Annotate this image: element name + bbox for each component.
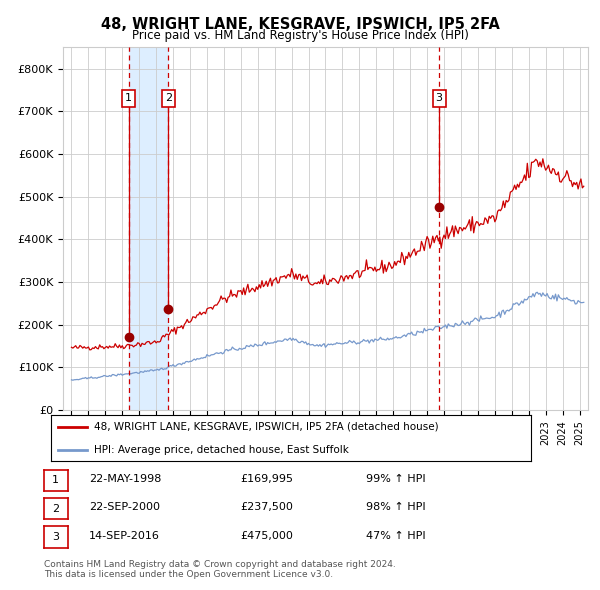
Text: 3: 3 <box>52 532 59 542</box>
Text: 48, WRIGHT LANE, KESGRAVE, IPSWICH, IP5 2FA: 48, WRIGHT LANE, KESGRAVE, IPSWICH, IP5 … <box>101 17 499 31</box>
Text: 47% ↑ HPI: 47% ↑ HPI <box>366 531 425 540</box>
Text: 22-SEP-2000: 22-SEP-2000 <box>89 503 160 512</box>
Text: 1: 1 <box>52 476 59 485</box>
Text: £475,000: £475,000 <box>240 531 293 540</box>
Text: 1: 1 <box>125 93 132 103</box>
Text: This data is licensed under the Open Government Licence v3.0.: This data is licensed under the Open Gov… <box>44 571 333 579</box>
Text: 2: 2 <box>52 504 59 513</box>
Text: Price paid vs. HM Land Registry's House Price Index (HPI): Price paid vs. HM Land Registry's House … <box>131 30 469 42</box>
Text: 3: 3 <box>436 93 443 103</box>
Text: 48, WRIGHT LANE, KESGRAVE, IPSWICH, IP5 2FA (detached house): 48, WRIGHT LANE, KESGRAVE, IPSWICH, IP5 … <box>94 422 439 432</box>
Text: HPI: Average price, detached house, East Suffolk: HPI: Average price, detached house, East… <box>94 445 349 455</box>
Text: 14-SEP-2016: 14-SEP-2016 <box>89 531 160 540</box>
Text: £237,500: £237,500 <box>240 503 293 512</box>
Text: 2: 2 <box>165 93 172 103</box>
Text: 98% ↑ HPI: 98% ↑ HPI <box>366 503 425 512</box>
Text: Contains HM Land Registry data © Crown copyright and database right 2024.: Contains HM Land Registry data © Crown c… <box>44 560 395 569</box>
Bar <box>129 47 169 410</box>
Text: £169,995: £169,995 <box>240 474 293 484</box>
Text: 99% ↑ HPI: 99% ↑ HPI <box>366 474 425 484</box>
Text: 22-MAY-1998: 22-MAY-1998 <box>89 474 161 484</box>
